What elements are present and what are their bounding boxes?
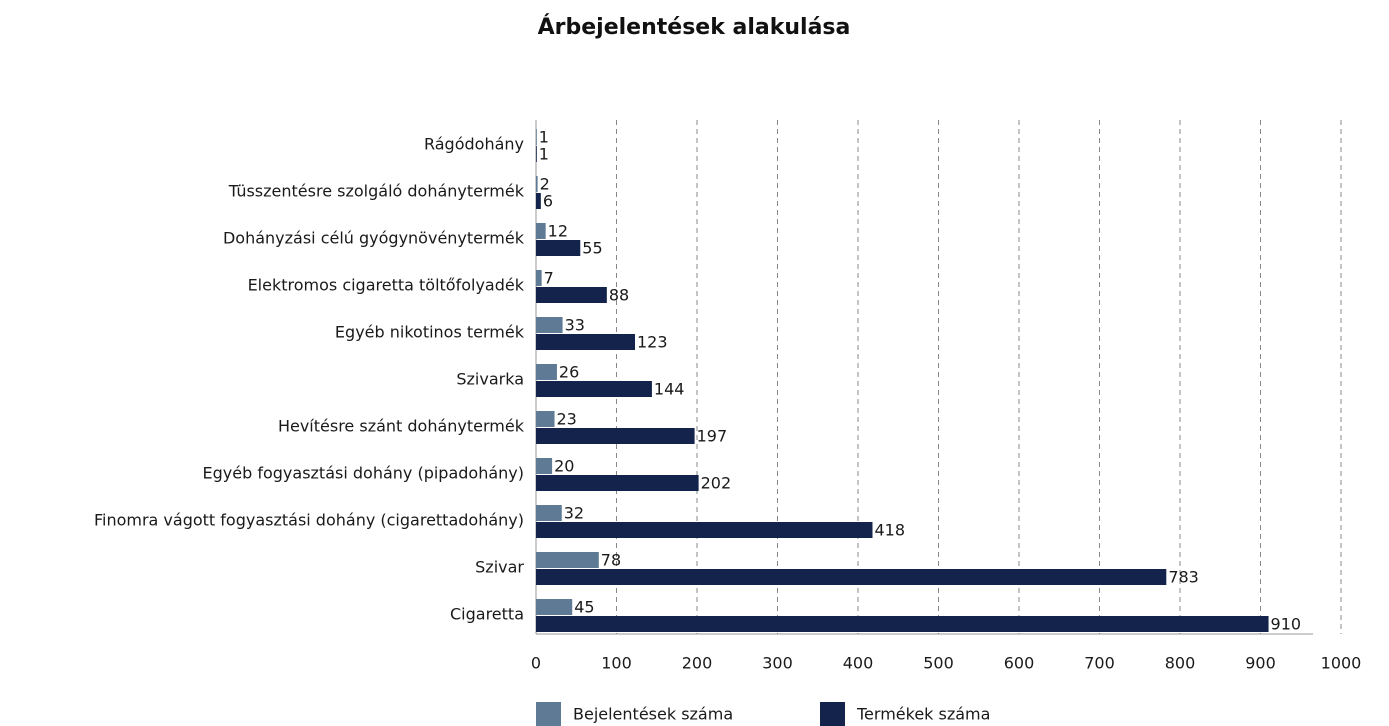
value-label: 123	[637, 333, 668, 352]
value-label: 20	[554, 457, 574, 476]
bar	[536, 287, 607, 303]
bar	[536, 223, 546, 239]
value-label: 144	[654, 380, 685, 399]
legend-swatch	[536, 702, 561, 726]
x-tick-label: 600	[1004, 654, 1035, 673]
y-tick-label: Dohányzási célú gyógynövénytermék	[223, 229, 525, 248]
bar	[536, 522, 873, 538]
x-tick-label: 300	[762, 654, 793, 673]
bar	[536, 334, 636, 350]
x-tick-label: 800	[1165, 654, 1196, 673]
bar	[536, 458, 553, 474]
value-label: 783	[1168, 568, 1199, 587]
value-label: 78	[601, 551, 621, 570]
bar	[536, 616, 1269, 632]
bar	[536, 270, 542, 286]
bar	[536, 364, 557, 380]
x-tick-label: 700	[1084, 654, 1115, 673]
value-label: 88	[609, 286, 629, 305]
bar	[536, 475, 699, 491]
x-tick-label: 100	[601, 654, 632, 673]
bar	[536, 176, 538, 192]
y-tick-label: Cigaretta	[450, 605, 524, 624]
y-tick-label: Rágódohány	[424, 135, 524, 154]
x-tick-label: 400	[843, 654, 874, 673]
bar	[536, 552, 599, 568]
bar	[536, 240, 581, 256]
legend-label: Termékek száma	[856, 705, 990, 724]
x-tick-label: 1000	[1321, 654, 1362, 673]
bar	[536, 505, 562, 521]
y-tick-label: Hevítésre szánt dohánytermék	[278, 417, 525, 436]
value-label: 1	[539, 145, 549, 164]
value-label: 32	[564, 504, 584, 523]
value-label: 45	[574, 598, 594, 617]
value-label: 1	[539, 128, 549, 147]
y-tick-label: Egyéb nikotinos termék	[335, 323, 525, 342]
value-label: 910	[1271, 615, 1302, 634]
legend-swatch	[820, 702, 845, 726]
y-tick-label: Szivarka	[456, 370, 524, 389]
bar	[536, 193, 541, 209]
bar	[536, 129, 537, 145]
y-tick-label: Elektromos cigaretta töltőfolyadék	[248, 276, 525, 295]
value-label: 26	[559, 363, 579, 382]
bar	[536, 411, 555, 427]
bar	[536, 317, 563, 333]
legend-label: Bejelentések száma	[573, 705, 733, 724]
value-label: 2	[540, 175, 550, 194]
y-tick-label: Tüsszentésre szolgáló dohánytermék	[228, 182, 525, 201]
value-label: 33	[565, 316, 585, 335]
x-tick-label: 200	[682, 654, 713, 673]
value-label: 197	[697, 427, 728, 446]
value-label: 202	[701, 474, 732, 493]
value-label: 55	[582, 239, 602, 258]
value-label: 23	[557, 410, 577, 429]
x-tick-label: 900	[1245, 654, 1276, 673]
y-tick-label: Szivar	[475, 558, 524, 577]
bar	[536, 428, 695, 444]
bar	[536, 381, 652, 397]
chart-title: Árbejelentések alakulása	[538, 14, 851, 40]
x-tick-label: 0	[531, 654, 541, 673]
bar	[536, 146, 537, 162]
value-label: 7	[544, 269, 554, 288]
x-tick-label: 500	[923, 654, 954, 673]
value-label: 6	[543, 192, 553, 211]
bar	[536, 599, 573, 615]
bar	[536, 569, 1167, 585]
value-label: 418	[874, 521, 905, 540]
y-tick-label: Finomra vágott fogyasztási dohány (cigar…	[94, 511, 524, 530]
value-label: 12	[548, 222, 568, 241]
y-tick-label: Egyéb fogyasztási dohány (pipadohány)	[203, 464, 524, 483]
